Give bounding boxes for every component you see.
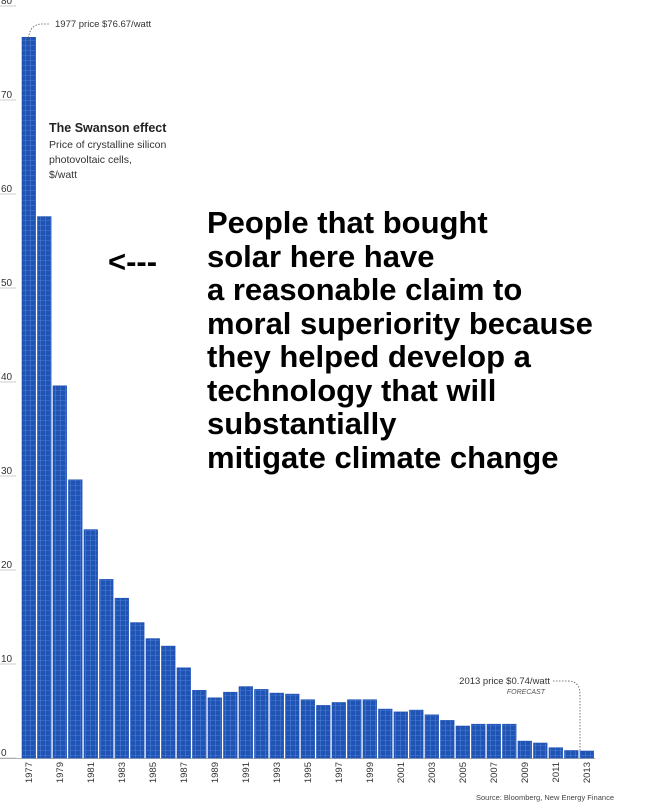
bar-1977 [21, 36, 36, 759]
x-tick-label-1979: 1979 [55, 762, 66, 783]
bar-1995 [300, 699, 315, 759]
y-tick-label-0: 0 [1, 748, 7, 759]
annotation-2013-price: 2013 price $0.74/watt [459, 676, 550, 687]
bar-2004 [440, 720, 455, 759]
x-tick-label-2005: 2005 [458, 762, 469, 783]
bar-2005 [455, 725, 470, 759]
x-tick-label-1997: 1997 [334, 762, 345, 783]
bar-1998 [347, 699, 362, 759]
x-tick-label-1999: 1999 [365, 762, 376, 783]
bar-2003 [424, 714, 439, 759]
bar-2008 [502, 723, 517, 759]
y-tick-label-70: 70 [1, 90, 13, 101]
x-tick-label-2009: 2009 [520, 762, 531, 783]
bar-1979 [52, 385, 67, 759]
y-tick-label-20: 20 [1, 560, 13, 571]
bar-1986 [161, 645, 176, 759]
chart-source: Source: Bloomberg, New Energy Finance [476, 793, 614, 802]
overlay-line-1: People that bought [207, 205, 488, 240]
chart-subtitle-line-3: $/watt [49, 169, 77, 181]
bar-1997 [331, 702, 346, 759]
annotation-leader-2013 [553, 680, 581, 752]
overlay-line-2: solar here have [207, 238, 435, 274]
bar-2010 [533, 742, 548, 759]
annotation-leader-1977 [27, 23, 50, 45]
overlay-line-4: moral superiority because [207, 305, 593, 341]
x-tick-label-1995: 1995 [303, 762, 314, 783]
y-tick-label-50: 50 [1, 278, 13, 289]
bar-1987 [176, 667, 191, 759]
bar-1992 [254, 689, 269, 759]
overlay-line-6: technology that will [207, 372, 497, 408]
bar-1996 [316, 705, 331, 759]
overlay-line-7: substantially [207, 406, 397, 441]
y-tick-label-40: 40 [1, 372, 13, 383]
x-tick-label-1977: 1977 [24, 762, 35, 783]
bar-1983 [114, 597, 129, 759]
x-tick-label-1993: 1993 [272, 762, 283, 783]
x-tick-label-2007: 2007 [489, 762, 500, 783]
y-tick-label-60: 60 [1, 184, 13, 195]
bar-1981 [83, 529, 98, 759]
bar-2009 [517, 740, 532, 759]
bar-2012 [564, 750, 579, 759]
bar-2013 [579, 750, 594, 759]
x-tick-label-1987: 1987 [179, 762, 190, 783]
y-tick-label-10: 10 [1, 654, 13, 665]
arrow-pointer: <--- [108, 244, 158, 279]
gridlines [0, 5, 596, 759]
bar-1989 [207, 697, 222, 759]
x-tick-label-1985: 1985 [148, 762, 159, 783]
bar-2007 [486, 723, 501, 759]
bar-2006 [471, 723, 486, 759]
y-tick-label-30: 30 [1, 466, 13, 477]
bar-1984 [130, 622, 145, 759]
chart-title: The Swanson effect [49, 121, 167, 135]
overlay-line-8: mitigate climate change [207, 439, 559, 475]
bar-1990 [223, 691, 238, 759]
x-tick-label-2001: 2001 [396, 762, 407, 783]
bar-1988 [192, 689, 207, 759]
chart-subtitle-line-1: Price of crystalline silicon [49, 139, 166, 151]
bar-1993 [269, 692, 284, 759]
bar-1978 [37, 216, 52, 759]
chart-subtitle-line-2: photovoltaic cells, [49, 154, 132, 166]
bar-2000 [378, 708, 393, 759]
bar-1982 [99, 579, 114, 759]
bar-1999 [362, 699, 377, 759]
x-tick-label-1989: 1989 [210, 762, 221, 783]
x-tick-label-2013: 2013 [582, 762, 593, 783]
x-tick-label-2003: 2003 [427, 762, 438, 783]
x-tick-label-1983: 1983 [117, 762, 128, 783]
x-axis-ticks: 1977 1979 1981 1983 1985 1987 1989 1991 1993 1995… [24, 762, 593, 783]
x-tick-label-1981: 1981 [86, 762, 97, 783]
y-tick-label-80: 80 [1, 0, 13, 7]
annotation-2013-forecast: FORECAST [507, 689, 546, 696]
bar-1994 [285, 693, 300, 759]
y-axis-ticks: 0 10 20 30 40 50 60 70 80 [1, 0, 13, 759]
bar-1980 [68, 479, 83, 759]
bar-2002 [409, 709, 424, 759]
x-tick-label-1991: 1991 [241, 762, 252, 783]
overlay-line-3: a reasonable claim to [207, 272, 523, 307]
annotation-1977-price: 1977 price $76.67/watt [55, 19, 151, 30]
overlay-line-5: they helped develop a [207, 339, 531, 374]
x-tick-label-2011: 2011 [551, 762, 562, 782]
bar-1985 [145, 638, 160, 759]
overlay-caption: People that bought solar here have a rea… [207, 206, 647, 474]
bar-2001 [393, 711, 408, 759]
bar-1991 [238, 686, 253, 759]
bar-2011 [548, 747, 563, 759]
